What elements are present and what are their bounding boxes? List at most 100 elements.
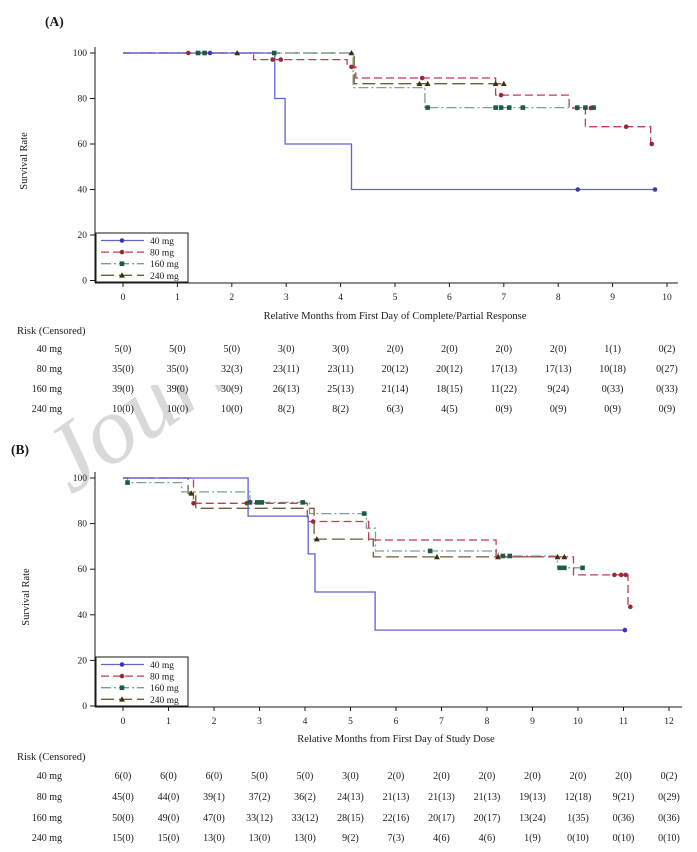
y-tick-label: 60 [78,140,88,150]
censor-marker-160-mg [557,565,563,571]
censor-marker-80-mg [349,64,354,70]
risk-cell: 2(0) [550,344,567,355]
risk-cell: 6(3) [387,404,404,415]
x-tick-label: 0 [121,717,126,727]
risk-cell: 47(0) [203,813,225,824]
legend-marker-40-mg [119,238,125,243]
risk-cell: 2(0) [570,771,587,782]
risk-cell: 23(11) [273,364,299,375]
risk-cell: 13(24) [519,813,546,824]
x-axis-title: Relative Months from First Day of Study … [297,734,495,745]
x-tick-label: 8 [556,293,561,303]
risk-table-title: Risk (Censored) [17,326,86,337]
risk-row-label: 40 mg [37,771,62,782]
x-tick-label: 0 [121,293,126,303]
y-tick-label: 80 [78,95,88,105]
risk-cell: 0(36) [658,813,680,824]
x-tick-label: 10 [573,717,583,727]
risk-cell: 2(0) [495,344,512,355]
censor-marker-160-mg [125,480,130,485]
legend-label: 80 mg [150,249,174,259]
x-tick-label: 12 [664,717,674,727]
censor-marker-160-mg [271,50,277,56]
risk-cell: 2(0) [387,344,404,355]
risk-cell: 19(13) [519,792,546,803]
legend-box [95,232,189,283]
censor-marker-240-mg [434,553,440,560]
risk-cell: 0(33) [656,384,678,395]
series-line-240-mg [123,477,565,558]
series-line-80-mg [123,477,633,608]
risk-cell: 5(0) [297,771,314,782]
risk-cell: 49(0) [158,813,180,824]
risk-cell: 39(1) [203,792,225,803]
censor-marker-80-mg [419,75,425,81]
risk-cell: 18(15) [436,384,463,395]
risk-cell: 3(0) [342,771,359,782]
legend-label: 240 mg [150,696,179,706]
risk-cell: 21(14) [382,384,409,395]
x-tick-label: 7 [439,717,444,727]
risk-cell: 12(18) [565,792,592,803]
censor-marker-240-mg [495,553,501,560]
y-tick-label: 20 [78,656,88,666]
censor-marker-240-mg [234,50,241,56]
risk-cell: 5(0) [115,344,132,355]
risk-cell: 0(9) [604,404,621,415]
risk-cell: 21(13) [474,792,501,803]
censor-marker-80-mg [185,50,191,56]
series-line-80-mg [123,52,657,145]
series-line-160-mg [123,52,597,109]
y-tick-label: 100 [73,49,88,59]
risk-cell: 5(0) [169,344,186,355]
x-tick-label: 5 [348,717,353,727]
censor-marker-160-mg [500,553,506,559]
risk-cell: 0(10) [613,833,635,844]
risk-cell: 35(0) [112,364,134,375]
y-tick-label: 0 [82,702,87,712]
y-axis-title: Survival Rate [21,568,32,626]
risk-cell: 8(2) [332,404,349,415]
x-tick-label: 5 [393,293,398,303]
x-axis-title: Relative Months from First Day of Comple… [264,311,527,322]
censor-marker-80-mg [628,604,633,610]
legend-marker-80-mg [119,249,125,255]
risk-cell: 10(0) [167,404,189,415]
risk-cell: 1(1) [604,344,621,355]
risk-cell: 0(9) [659,404,676,415]
risk-cell: 10(0) [112,404,134,415]
x-tick-label: 11 [619,717,628,727]
legend-box [95,656,189,707]
risk-row-label: 160 mg [32,813,62,824]
censor-marker-80-mg [618,572,624,578]
legend-label: 160 mg [150,260,179,270]
risk-cell: 2(0) [388,771,405,782]
censor-marker-240-mg [348,50,355,56]
risk-cell: 20(12) [436,364,463,375]
x-tick-label: 8 [485,717,490,727]
y-axis-title: Survival Rate [19,132,30,190]
risk-cell: 50(0) [112,813,134,824]
risk-cell: 1(9) [524,833,541,844]
risk-cell: 21(13) [428,792,455,803]
censor-marker-240-mg [554,553,561,560]
risk-cell: 45(0) [112,792,134,803]
risk-cell: 32(3) [221,364,243,375]
censor-marker-40-mg [652,187,658,192]
censor-marker-160-mg [202,50,207,56]
risk-cell: 6(0) [160,771,177,782]
legend-label: 40 mg [150,661,174,671]
x-tick-label: 2 [229,293,234,303]
legend-label: 40 mg [150,237,174,247]
risk-cell: 10(0) [221,404,243,415]
risk-cell: 4(6) [433,833,450,844]
x-tick-label: 9 [530,717,535,727]
legend-marker-160-mg [119,261,125,266]
risk-cell: 0(33) [602,384,624,395]
risk-cell: 17(13) [545,364,572,375]
risk-cell: 3(0) [278,344,295,355]
risk-cell: 5(0) [223,344,240,355]
risk-cell: 39(0) [112,384,134,395]
